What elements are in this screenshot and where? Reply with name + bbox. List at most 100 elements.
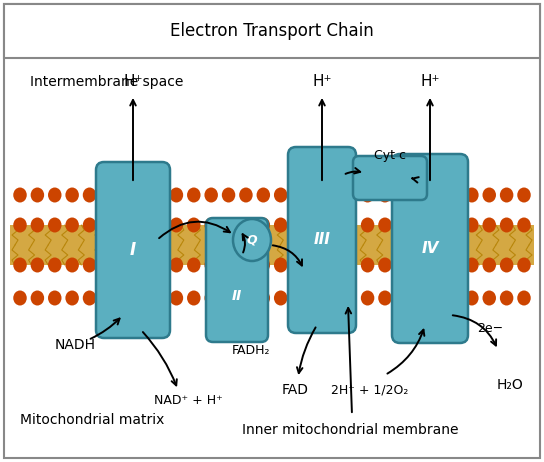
Text: Electron Transport Chain: Electron Transport Chain <box>170 22 374 40</box>
Ellipse shape <box>343 257 357 273</box>
Ellipse shape <box>30 218 44 232</box>
Ellipse shape <box>135 218 149 232</box>
Ellipse shape <box>343 188 357 202</box>
Ellipse shape <box>378 291 392 305</box>
Ellipse shape <box>83 218 96 232</box>
Ellipse shape <box>413 257 426 273</box>
Ellipse shape <box>395 218 409 232</box>
Text: H⁺: H⁺ <box>421 74 440 90</box>
Ellipse shape <box>448 257 461 273</box>
Ellipse shape <box>430 218 444 232</box>
Ellipse shape <box>292 218 305 232</box>
FancyBboxPatch shape <box>392 154 468 343</box>
Ellipse shape <box>239 188 252 202</box>
Ellipse shape <box>187 218 201 232</box>
Ellipse shape <box>233 219 271 261</box>
Text: Mitochondrial matrix: Mitochondrial matrix <box>20 413 164 427</box>
Ellipse shape <box>343 218 357 232</box>
Ellipse shape <box>413 188 426 202</box>
Ellipse shape <box>292 257 305 273</box>
Bar <box>4 4 540 58</box>
Ellipse shape <box>205 218 218 232</box>
Ellipse shape <box>30 188 44 202</box>
Ellipse shape <box>48 257 61 273</box>
Ellipse shape <box>448 188 461 202</box>
Ellipse shape <box>100 188 114 202</box>
Ellipse shape <box>517 257 531 273</box>
Ellipse shape <box>274 218 287 232</box>
Ellipse shape <box>308 257 322 273</box>
Text: II: II <box>232 290 242 304</box>
Ellipse shape <box>48 188 61 202</box>
Ellipse shape <box>326 257 339 273</box>
Ellipse shape <box>378 218 392 232</box>
Ellipse shape <box>378 188 392 202</box>
Ellipse shape <box>118 291 131 305</box>
Text: Cyt c: Cyt c <box>374 148 406 162</box>
Text: NAD⁺ + H⁺: NAD⁺ + H⁺ <box>153 394 222 407</box>
Ellipse shape <box>100 291 114 305</box>
Ellipse shape <box>239 257 252 273</box>
Ellipse shape <box>343 291 357 305</box>
Ellipse shape <box>308 218 322 232</box>
Ellipse shape <box>326 188 339 202</box>
Ellipse shape <box>361 188 374 202</box>
Text: H⁺: H⁺ <box>123 74 143 90</box>
Ellipse shape <box>205 257 218 273</box>
Ellipse shape <box>222 218 236 232</box>
Ellipse shape <box>395 188 409 202</box>
Ellipse shape <box>483 188 496 202</box>
Text: 2H⁺ + 1/2O₂: 2H⁺ + 1/2O₂ <box>331 383 409 396</box>
Ellipse shape <box>65 188 79 202</box>
Ellipse shape <box>222 291 236 305</box>
Ellipse shape <box>48 291 61 305</box>
Ellipse shape <box>118 188 131 202</box>
Ellipse shape <box>500 257 514 273</box>
Ellipse shape <box>274 291 287 305</box>
Ellipse shape <box>517 188 531 202</box>
Ellipse shape <box>326 291 339 305</box>
Ellipse shape <box>100 257 114 273</box>
Ellipse shape <box>500 188 514 202</box>
Ellipse shape <box>187 188 201 202</box>
Ellipse shape <box>308 291 322 305</box>
Ellipse shape <box>187 257 201 273</box>
Ellipse shape <box>239 218 252 232</box>
Ellipse shape <box>135 291 149 305</box>
Ellipse shape <box>13 218 27 232</box>
Ellipse shape <box>152 291 166 305</box>
Ellipse shape <box>500 291 514 305</box>
Text: Inner mitochondrial membrane: Inner mitochondrial membrane <box>242 423 458 437</box>
Ellipse shape <box>465 291 479 305</box>
Text: NADH: NADH <box>54 338 96 352</box>
Ellipse shape <box>118 257 131 273</box>
Ellipse shape <box>118 218 131 232</box>
Ellipse shape <box>448 218 461 232</box>
Ellipse shape <box>239 291 252 305</box>
Ellipse shape <box>48 218 61 232</box>
Ellipse shape <box>13 257 27 273</box>
Ellipse shape <box>448 291 461 305</box>
Text: 2e−: 2e− <box>477 322 503 334</box>
Ellipse shape <box>100 218 114 232</box>
Text: H⁺: H⁺ <box>312 74 332 90</box>
FancyBboxPatch shape <box>96 162 170 338</box>
Ellipse shape <box>257 188 270 202</box>
Ellipse shape <box>517 218 531 232</box>
Text: III: III <box>313 232 330 248</box>
Ellipse shape <box>152 188 166 202</box>
Ellipse shape <box>430 188 444 202</box>
Ellipse shape <box>430 291 444 305</box>
Ellipse shape <box>465 257 479 273</box>
Ellipse shape <box>30 257 44 273</box>
Text: H₂O: H₂O <box>497 378 523 392</box>
Ellipse shape <box>430 257 444 273</box>
Bar <box>10 225 534 265</box>
Ellipse shape <box>483 291 496 305</box>
Text: IV: IV <box>421 241 438 256</box>
Ellipse shape <box>274 188 287 202</box>
Ellipse shape <box>465 188 479 202</box>
Ellipse shape <box>205 291 218 305</box>
Ellipse shape <box>257 257 270 273</box>
Ellipse shape <box>361 218 374 232</box>
